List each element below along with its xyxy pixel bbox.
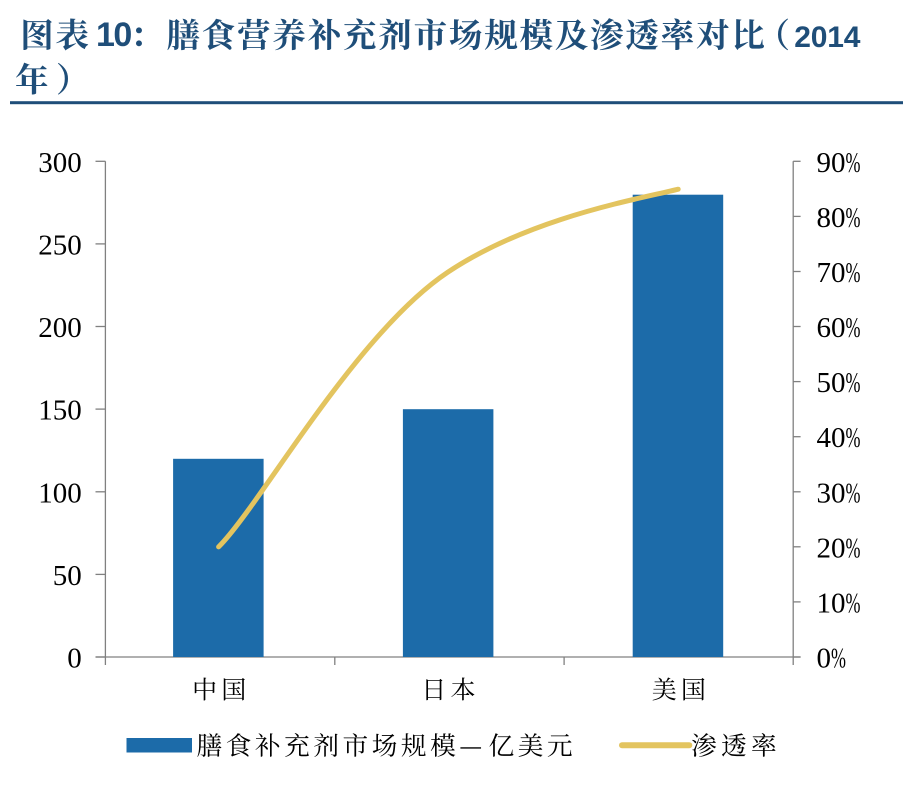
svg-text:40: 40 xyxy=(817,422,846,454)
svg-text:2014: 2014 xyxy=(794,21,860,54)
svg-text:%: % xyxy=(831,643,846,674)
svg-text:150: 150 xyxy=(38,395,82,427)
svg-text:0: 0 xyxy=(817,643,832,675)
svg-text:50: 50 xyxy=(53,560,82,592)
svg-text:100: 100 xyxy=(38,477,82,509)
svg-text:70: 70 xyxy=(817,257,846,289)
svg-text:0: 0 xyxy=(67,643,82,675)
svg-text:%: % xyxy=(846,148,861,179)
svg-text:30: 30 xyxy=(817,477,846,509)
svg-text:250: 250 xyxy=(38,229,82,261)
svg-text:60: 60 xyxy=(817,312,846,344)
svg-text:20: 20 xyxy=(817,532,846,564)
svg-text:%: % xyxy=(846,368,861,399)
svg-text:80: 80 xyxy=(817,202,846,234)
svg-text:10: 10 xyxy=(96,16,131,54)
svg-text:%: % xyxy=(846,313,861,344)
svg-text:200: 200 xyxy=(38,312,82,344)
svg-text:90: 90 xyxy=(817,147,846,179)
svg-text:%: % xyxy=(846,203,861,234)
svg-text:%: % xyxy=(846,258,861,289)
svg-text:%: % xyxy=(846,533,861,564)
svg-text:%: % xyxy=(846,478,861,509)
svg-text:%: % xyxy=(846,588,861,619)
svg-text:50: 50 xyxy=(817,367,846,399)
svg-text:300: 300 xyxy=(38,147,82,179)
svg-text:%: % xyxy=(846,423,861,454)
svg-text:10: 10 xyxy=(817,587,846,619)
